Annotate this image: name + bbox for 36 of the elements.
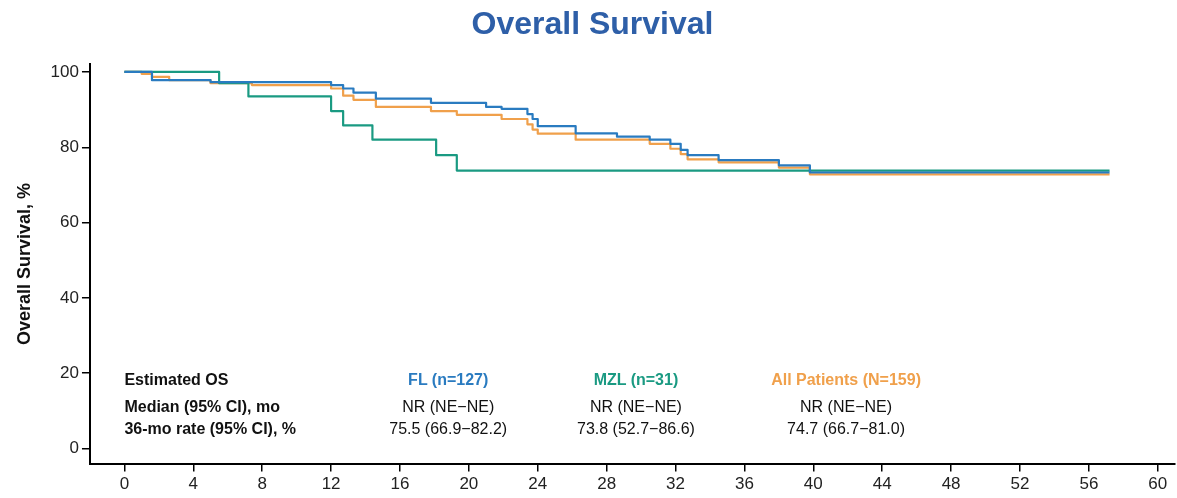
x-tick-label: 0 — [119, 474, 130, 494]
x-tick-label: 40 — [803, 474, 823, 494]
annotation: 74.7 (66.7−81.0) — [787, 420, 905, 438]
x-tick-label: 52 — [1010, 474, 1030, 494]
x-tick-label: 4 — [188, 474, 199, 494]
annotation: Median (95% CI), mo — [124, 397, 281, 415]
x-tick-label: 16 — [390, 474, 410, 494]
x-tick-label: 32 — [666, 474, 685, 494]
x-tick-label: 12 — [321, 474, 341, 494]
x-tick-label: 8 — [257, 474, 267, 494]
x-tick-label: 28 — [597, 474, 617, 494]
annotation: NR (NE−NE) — [589, 397, 682, 415]
annotation: Estimated OS — [124, 371, 229, 389]
y-tick-label: 80 — [60, 136, 79, 156]
text: All Patients (N=159) — [771, 371, 921, 389]
annotation: NR (NE−NE) — [402, 397, 495, 415]
y-tick-label: 20 — [60, 362, 79, 382]
annotation: 75.5 (66.9−82.2) — [389, 420, 508, 438]
x-tick-label: 48 — [941, 474, 961, 494]
annotation: NR (NE−NE) — [800, 397, 893, 415]
x-tick-label: 24 — [528, 474, 548, 494]
text: FL (n=127) — [408, 371, 489, 389]
chart-title: Overall Survival — [471, 5, 714, 42]
annotation: 36-mo rate (95% CI), % — [124, 420, 297, 438]
annotation: 73.8 (52.7−86.6) — [576, 420, 695, 438]
y-tick-label: 100 — [50, 61, 79, 81]
x-tick-label: 36 — [734, 474, 754, 494]
y-axis-title: Overall Survival, % — [13, 182, 34, 346]
y-tick-label: 40 — [60, 287, 79, 307]
x-tick-label: 60 — [1148, 474, 1168, 494]
x-tick-label: 44 — [872, 474, 892, 494]
y-tick-label: 0 — [69, 438, 79, 458]
x-tick-label: 56 — [1079, 474, 1099, 494]
y-tick-label: 60 — [60, 212, 79, 232]
text: MZL (n=31) — [593, 371, 679, 389]
x-tick-label: 20 — [459, 474, 479, 494]
